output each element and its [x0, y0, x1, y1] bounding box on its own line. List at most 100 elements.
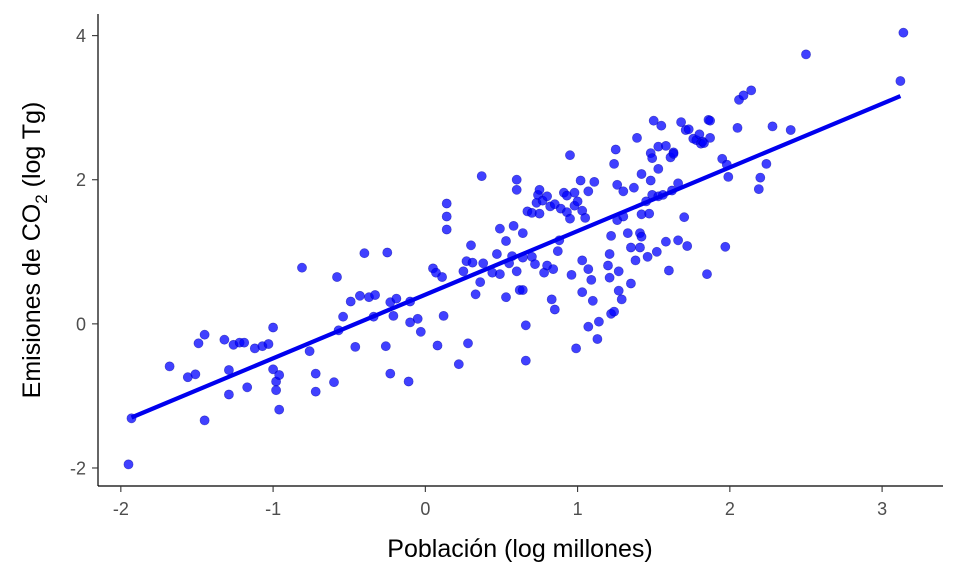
data-point-76 — [508, 220, 519, 231]
data-point-6 — [199, 329, 210, 340]
data-point-40 — [382, 247, 393, 258]
data-point-208 — [898, 27, 909, 38]
data-point-109 — [565, 213, 575, 224]
data-point-39 — [380, 341, 391, 352]
data-point-150 — [635, 242, 645, 253]
data-point-144 — [622, 228, 633, 238]
data-point-85 — [520, 355, 531, 366]
fit-line — [130, 94, 902, 420]
data-point-157 — [644, 208, 655, 219]
data-point-189 — [702, 269, 712, 279]
data-point-19 — [268, 364, 278, 375]
data-point-153 — [636, 231, 647, 242]
data-point-48 — [412, 313, 423, 324]
data-point-126 — [589, 176, 600, 187]
data-point-13 — [239, 337, 250, 348]
x-tick-label-0: -2 — [113, 499, 129, 519]
data-point-171 — [664, 265, 674, 276]
data-point-163 — [651, 246, 662, 257]
data-point-8 — [219, 334, 230, 345]
data-point-125 — [587, 295, 598, 306]
data-point-199 — [738, 90, 749, 101]
data-point-65 — [475, 277, 486, 287]
data-point-49 — [415, 326, 426, 337]
data-point-131 — [604, 249, 615, 259]
data-point-99 — [546, 294, 557, 305]
data-point-96 — [542, 191, 552, 202]
data-point-119 — [577, 255, 588, 266]
data-point-115 — [572, 196, 583, 207]
y-tick-label-0: -2 — [70, 458, 86, 478]
y-ticks: -2 0 2 4 — [70, 26, 98, 478]
data-point-196 — [723, 171, 734, 182]
data-point-79 — [511, 266, 522, 277]
data-point-23 — [274, 404, 285, 415]
data-point-24 — [297, 262, 307, 273]
data-point-122 — [583, 321, 594, 332]
data-point-135 — [609, 306, 619, 317]
data-point-72 — [501, 236, 511, 246]
data-point-28 — [329, 377, 339, 388]
data-point-59 — [458, 266, 469, 277]
data-point-54 — [438, 310, 449, 321]
data-point-10 — [223, 389, 234, 400]
data-point-70 — [494, 223, 505, 234]
data-point-204 — [767, 121, 778, 132]
data-point-113 — [569, 187, 580, 198]
data-point-89 — [530, 259, 540, 269]
data-point-162 — [648, 115, 659, 126]
data-point-116 — [575, 175, 586, 186]
y-axis-title: Emisiones de CO2 (log Tg) — [18, 102, 51, 399]
data-point-156 — [642, 251, 653, 262]
data-point-77 — [511, 174, 522, 185]
data-point-18 — [268, 322, 278, 333]
data-point-57 — [441, 224, 452, 235]
x-tick-label-1: -1 — [265, 499, 281, 519]
data-point-38 — [370, 290, 380, 300]
data-point-177 — [673, 235, 683, 246]
data-point-62 — [466, 240, 476, 251]
x-tick-label-5: 3 — [877, 499, 887, 519]
data-point-145 — [626, 242, 636, 253]
data-point-22 — [274, 370, 285, 380]
data-point-2 — [164, 361, 175, 372]
data-point-142 — [618, 186, 629, 197]
data-point-194 — [720, 241, 731, 252]
data-point-61 — [463, 338, 473, 349]
data-point-182 — [683, 124, 694, 135]
y-axis-title-suffix: (log Tg) — [18, 102, 46, 195]
data-point-140 — [613, 285, 624, 296]
data-point-134 — [609, 158, 619, 169]
data-point-84 — [520, 320, 531, 331]
data-point-63 — [467, 257, 478, 268]
data-point-207 — [895, 76, 906, 86]
data-point-130 — [604, 272, 615, 283]
data-point-27 — [310, 368, 321, 379]
data-point-33 — [350, 341, 361, 352]
data-point-159 — [645, 175, 656, 186]
data-point-78 — [511, 184, 522, 195]
data-point-56 — [441, 211, 452, 222]
data-point-203 — [761, 158, 772, 169]
points-layer — [123, 27, 909, 470]
y-tick-label-1: 0 — [76, 314, 86, 334]
data-point-7 — [199, 415, 210, 426]
data-point-69 — [491, 249, 502, 259]
data-point-202 — [755, 172, 766, 183]
data-point-136 — [610, 144, 621, 155]
data-point-31 — [338, 311, 348, 322]
data-point-5 — [193, 338, 204, 349]
data-point-170 — [661, 236, 671, 247]
data-point-32 — [345, 296, 356, 307]
data-point-71 — [494, 269, 505, 279]
data-point-118 — [577, 287, 588, 298]
data-point-121 — [583, 264, 594, 274]
data-point-169 — [661, 140, 671, 151]
data-point-123 — [583, 186, 594, 197]
data-point-110 — [565, 150, 575, 161]
data-point-52 — [432, 340, 443, 351]
data-point-45 — [403, 376, 414, 387]
data-point-58 — [453, 359, 464, 370]
data-point-175 — [668, 148, 679, 159]
